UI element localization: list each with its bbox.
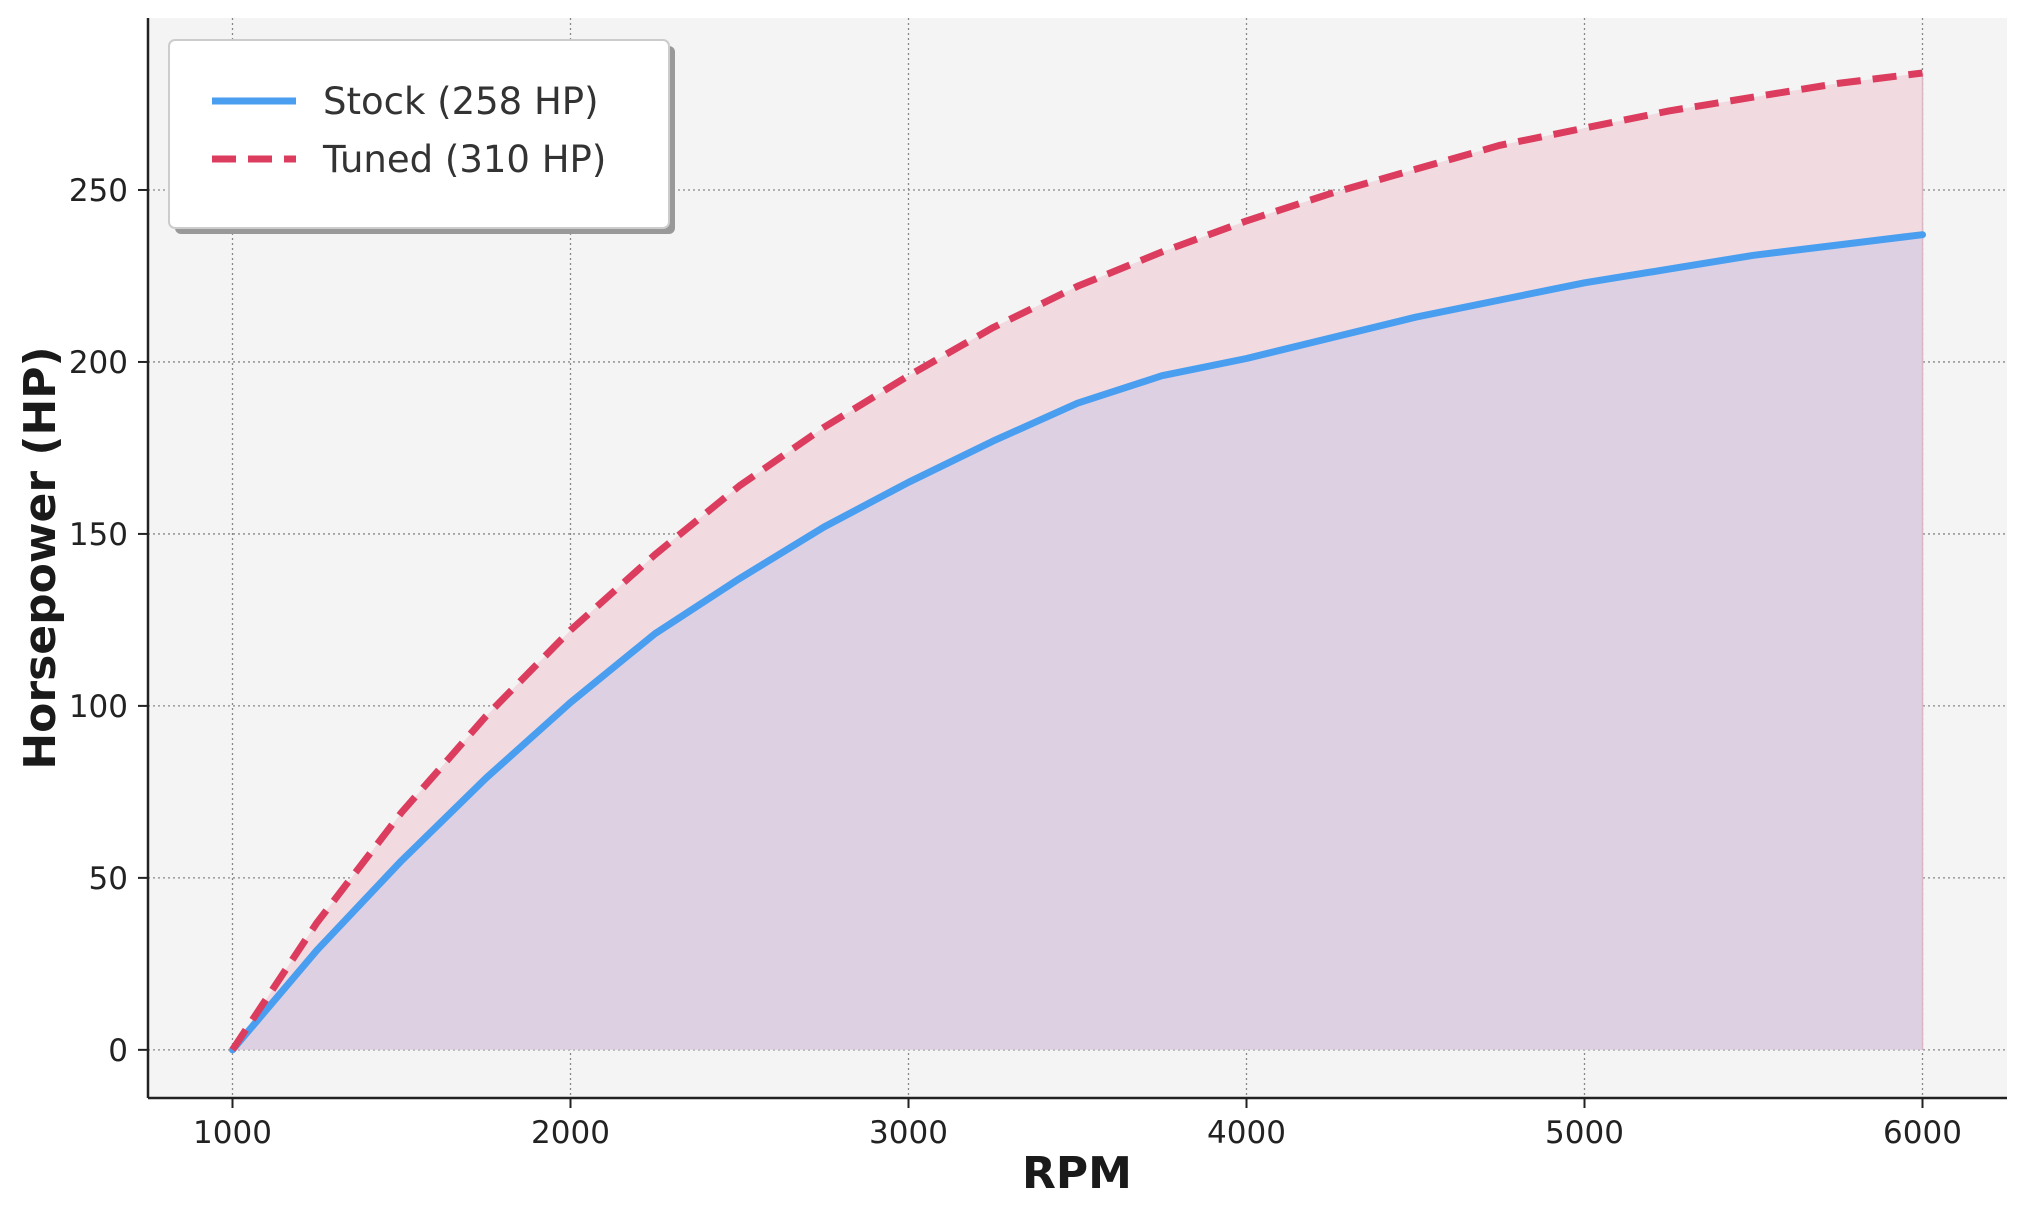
y-tick-label: 50 [89, 861, 128, 897]
y-tick-label: 200 [69, 345, 128, 381]
tuned-gain-area [232, 73, 1923, 1050]
x-tick-label: 4000 [1207, 1115, 1286, 1151]
series-lines [229, 69, 1926, 1054]
y-tick-label: 0 [108, 1033, 128, 1069]
legend-box [168, 39, 670, 229]
y-tick-label: 150 [69, 517, 128, 553]
series-line-stock [229, 231, 1926, 1054]
y-tick-label: 100 [69, 689, 128, 725]
x-tick-label: 1000 [193, 1115, 272, 1151]
y-tick-label: 250 [69, 173, 128, 209]
tick-marks: 1000 2000 3000 4000 5000 6000 0 50 100 150 200 250 [69, 173, 1962, 1151]
axes [146, 18, 2007, 1100]
legend-label-stock: Stock (258 HP) [323, 80, 599, 123]
stock-area [232, 234, 1923, 1050]
series-line-tuned [229, 69, 1923, 1052]
x-tick-label: 6000 [1883, 1115, 1962, 1151]
legend-label-tuned: Tuned (310 HP) [322, 138, 606, 181]
x-tick-label: 2000 [531, 1115, 610, 1151]
x-axis-label: RPM [1022, 1148, 1132, 1199]
x-tick-label: 5000 [1545, 1115, 1624, 1151]
legend: Stock (258 HP) Tuned (310 HP) [168, 39, 675, 234]
y-axis-label: Horsepower (HP) [15, 346, 66, 769]
x-tick-label: 3000 [869, 1115, 948, 1151]
